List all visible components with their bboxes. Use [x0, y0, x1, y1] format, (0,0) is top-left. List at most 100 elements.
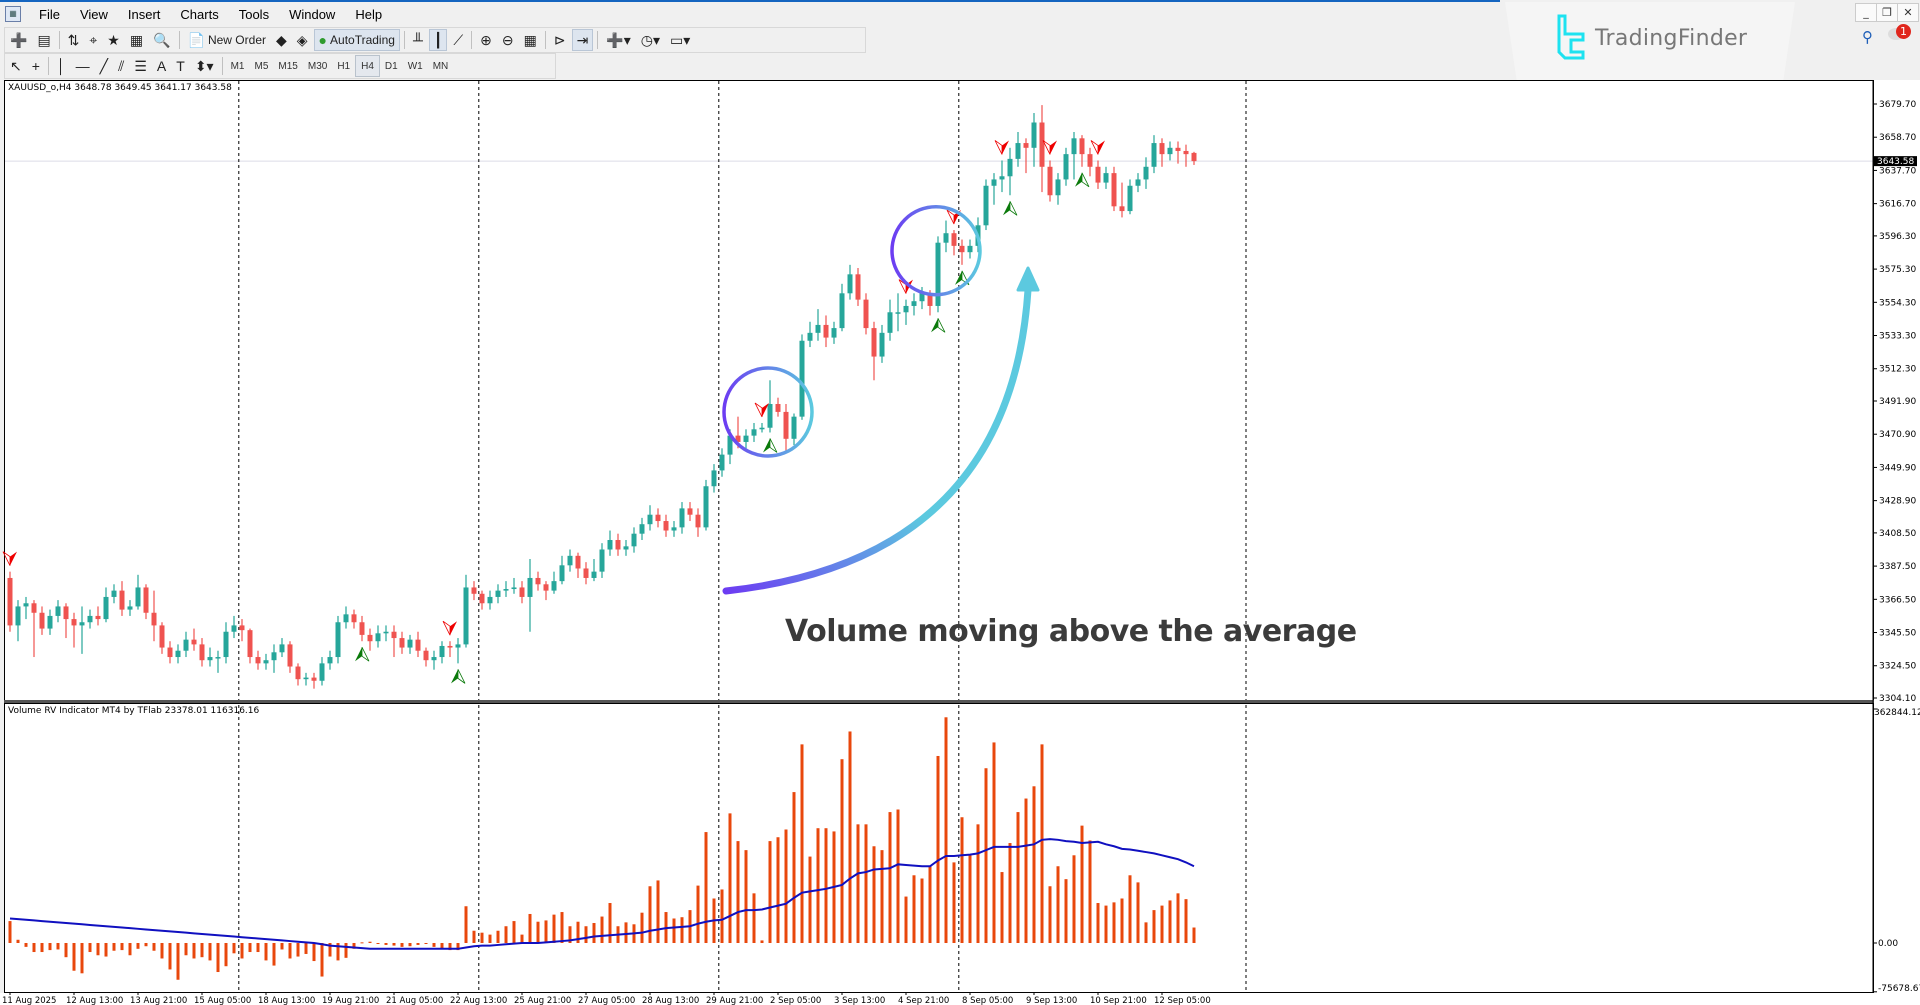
- trendline-button[interactable]: ╱: [96, 56, 112, 76]
- templates-button[interactable]: ▭▾: [666, 30, 694, 50]
- time-tick-label: 22 Aug 13:00: [450, 996, 507, 1005]
- timeframe-m1[interactable]: M1: [230, 60, 245, 72]
- timeframe-mn[interactable]: MN: [432, 60, 449, 72]
- candle: [911, 293, 917, 316]
- menu-window[interactable]: Window: [289, 6, 336, 22]
- arrows-button[interactable]: ⬍▾: [191, 56, 218, 76]
- candle: [79, 606, 85, 654]
- timeframe-h4[interactable]: H4: [355, 55, 380, 77]
- menu-charts[interactable]: Charts: [180, 6, 219, 22]
- volume-bar: [1000, 872, 1004, 943]
- candle: [551, 571, 557, 594]
- main-chart-panel[interactable]: [4, 80, 1874, 701]
- volume-bar: [536, 921, 540, 943]
- timeframe-h1[interactable]: H1: [337, 60, 351, 72]
- candle-body: [263, 660, 269, 664]
- volume-bar: [480, 932, 484, 943]
- strategy-tester-button[interactable]: 🔍: [149, 30, 174, 50]
- indicators-button[interactable]: ➕▾: [602, 30, 634, 50]
- line-chart-button[interactable]: ⟋: [449, 30, 467, 50]
- vertical-line-button[interactable]: │: [53, 56, 70, 76]
- zoom-in-button[interactable]: ⊕: [476, 30, 496, 50]
- candle-body: [343, 614, 349, 623]
- candle-body: [367, 634, 373, 642]
- new-order-button[interactable]: 📄 New Order: [184, 30, 270, 50]
- close-button[interactable]: ✕: [1897, 3, 1919, 22]
- menu-file[interactable]: File: [39, 6, 60, 22]
- candle: [607, 530, 613, 556]
- candlestick-button[interactable]: ┃: [428, 29, 448, 51]
- candle: [623, 540, 629, 556]
- timeframe-m15[interactable]: M15: [278, 60, 298, 72]
- candle-body: [455, 644, 461, 648]
- horizontal-line-button[interactable]: —: [72, 56, 94, 76]
- volume-bar: [968, 855, 972, 943]
- crosshair-button[interactable]: +: [28, 56, 44, 76]
- market-watch-button[interactable]: ⇅: [64, 30, 84, 50]
- menu-tools[interactable]: Tools: [238, 6, 270, 22]
- candle-body: [583, 568, 589, 578]
- candle-body: [703, 486, 709, 528]
- notification-badge[interactable]: 1: [1896, 24, 1911, 39]
- volume-bar: [208, 943, 212, 961]
- candle: [1151, 135, 1157, 174]
- volume-bar: [1112, 902, 1116, 943]
- panel-splitter[interactable]: [4, 700, 1874, 703]
- candle-body: [1167, 147, 1173, 155]
- buy-signal-arrow-icon: [355, 647, 362, 662]
- equidistant-channel-button[interactable]: ⫽: [114, 56, 128, 76]
- timeframe-m5[interactable]: M5: [254, 60, 269, 72]
- timeframe-m30[interactable]: M30: [307, 60, 328, 72]
- metaeditor-button[interactable]: ◆: [272, 30, 291, 50]
- volume-bar: [320, 943, 324, 977]
- candle: [775, 397, 781, 417]
- candle: [23, 596, 29, 620]
- new-chart-button[interactable]: ➕: [6, 30, 31, 50]
- profiles-button[interactable]: ▤: [33, 30, 54, 50]
- candle-body: [879, 332, 885, 357]
- terminal-button[interactable]: ▦: [126, 30, 147, 50]
- price-tick-label: 3449.90: [1879, 463, 1916, 473]
- zoom-out-button[interactable]: ⊖: [498, 30, 518, 50]
- signals-button[interactable]: ◈: [293, 30, 312, 50]
- candle-body: [519, 587, 525, 597]
- candle: [1055, 173, 1061, 205]
- volume-bar: [304, 943, 308, 954]
- candle-body: [559, 565, 565, 582]
- tile-windows-button[interactable]: ▦: [520, 30, 541, 50]
- data-window-button[interactable]: ⌖: [85, 30, 101, 50]
- timeframe-d1[interactable]: D1: [384, 60, 398, 72]
- volume-bar: [504, 926, 508, 943]
- volume-bar: [288, 943, 292, 959]
- volume-bar: [568, 926, 572, 943]
- auto-scroll-button[interactable]: ⇥: [571, 29, 594, 51]
- search-icon[interactable]: ⚲: [1862, 28, 1873, 46]
- fibonacci-button[interactable]: ☰: [130, 56, 151, 76]
- candle-body: [1159, 143, 1165, 155]
- periods-button[interactable]: ◷▾: [637, 30, 664, 50]
- chart-shift-button[interactable]: ⊳: [550, 30, 570, 50]
- candle: [295, 663, 301, 686]
- menu-insert[interactable]: Insert: [127, 6, 161, 22]
- bar-chart-button[interactable]: ╨: [409, 30, 427, 50]
- menu-view[interactable]: View: [79, 6, 108, 22]
- autotrading-button[interactable]: ● AutoTrading: [313, 29, 400, 51]
- text-label-button[interactable]: T: [172, 56, 189, 76]
- menu-help[interactable]: Help: [355, 6, 383, 22]
- volume-bar: [776, 837, 780, 943]
- restore-button[interactable]: ❐: [1876, 3, 1898, 22]
- candle-body: [239, 625, 245, 631]
- volume-bar: [920, 878, 924, 943]
- candle-body: [207, 657, 213, 661]
- text-icon: A: [156, 58, 167, 74]
- candle: [1023, 138, 1029, 174]
- time-tick-label: 27 Aug 05:00: [578, 996, 635, 1005]
- candle-body: [279, 644, 285, 653]
- text-button[interactable]: A: [153, 56, 170, 76]
- timeframe-w1[interactable]: W1: [407, 60, 423, 72]
- candle: [871, 321, 877, 381]
- cursor-button[interactable]: ↖: [6, 56, 26, 76]
- sell-signal-arrow-icon: [1098, 140, 1105, 155]
- navigator-button[interactable]: ★: [103, 30, 124, 50]
- candle: [999, 160, 1005, 193]
